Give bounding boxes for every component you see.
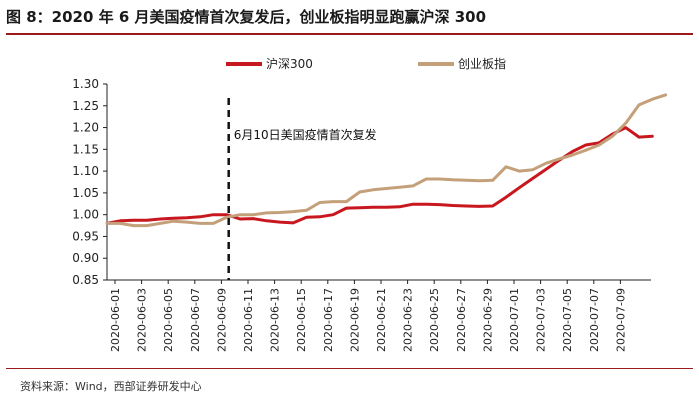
- bottom-rule: [6, 368, 693, 369]
- x-tick-label: 2020-06-15: [295, 288, 308, 352]
- annotation-label: 6月10日美国疫情首次复发: [234, 127, 377, 142]
- legend-label-hs300: 沪深300: [266, 57, 313, 71]
- x-tick-label: 2020-06-19: [348, 288, 361, 352]
- x-tick-label: 2020-06-25: [428, 288, 441, 352]
- x-tick-label: 2020-07-01: [508, 288, 521, 352]
- series-line-chinext: [105, 93, 668, 228]
- x-tick-label: 2020-06-05: [162, 288, 175, 352]
- figure-title: 图 8：2020 年 6 月美国疫情首次复发后，创业板指明显跑赢沪深 300: [6, 8, 487, 26]
- y-tick-label: 1.30: [72, 77, 99, 91]
- y-tick-label: 1.20: [72, 121, 99, 135]
- x-tick-label: 2020-06-29: [481, 288, 494, 352]
- x-tick-label: 2020-07-03: [535, 288, 548, 352]
- x-tick-label: 2020-06-17: [322, 288, 335, 352]
- y-axis-ticks: 0.85 0.90 0.95 1.00 1.05 1.10 1.15 1.20 1.25 1.30: [72, 77, 107, 287]
- axes: [106, 84, 651, 281]
- title-rule: [6, 33, 693, 35]
- series-lines: [105, 93, 668, 228]
- x-tick-label: 2020-06-21: [375, 288, 388, 352]
- x-tick-label: 2020-06-09: [215, 288, 228, 352]
- x-tick-label: 2020-06-23: [402, 288, 415, 352]
- y-tick-label: 0.90: [72, 251, 99, 265]
- y-tick-label: 1.25: [72, 99, 99, 113]
- x-tick-label: 2020-06-11: [242, 288, 255, 352]
- x-tick-label: 2020-06-13: [269, 288, 282, 352]
- x-tick-label: 2020-07-09: [614, 288, 627, 352]
- source-note: 资料来源：Wind，西部证券研发中心: [20, 380, 202, 393]
- x-tick-label: 2020-06-03: [136, 288, 149, 352]
- x-axis-ticks: 2020-06-01 2020-06-03 2020-06-05 2020-06-07…: [109, 280, 627, 352]
- x-tick-label: 2020-07-07: [588, 288, 601, 352]
- annotation: 6月10日美国疫情首次复发: [227, 98, 377, 280]
- y-tick-label: 1.15: [72, 142, 99, 156]
- series-line-hs300: [105, 126, 654, 225]
- y-tick-label: 0.85: [72, 273, 99, 287]
- y-tick-label: 1.05: [72, 186, 99, 200]
- y-tick-label: 0.95: [72, 229, 99, 243]
- legend: 沪深300 创业板指: [226, 56, 506, 71]
- x-tick-label: 2020-06-27: [455, 288, 468, 352]
- x-tick-label: 2020-07-05: [561, 288, 574, 352]
- x-tick-label: 2020-06-07: [189, 288, 202, 352]
- x-tick-label: 2020-06-01: [109, 288, 122, 352]
- y-tick-label: 1.00: [72, 208, 99, 222]
- legend-label-chinext: 创业板指: [458, 56, 506, 71]
- y-tick-label: 1.10: [72, 164, 99, 178]
